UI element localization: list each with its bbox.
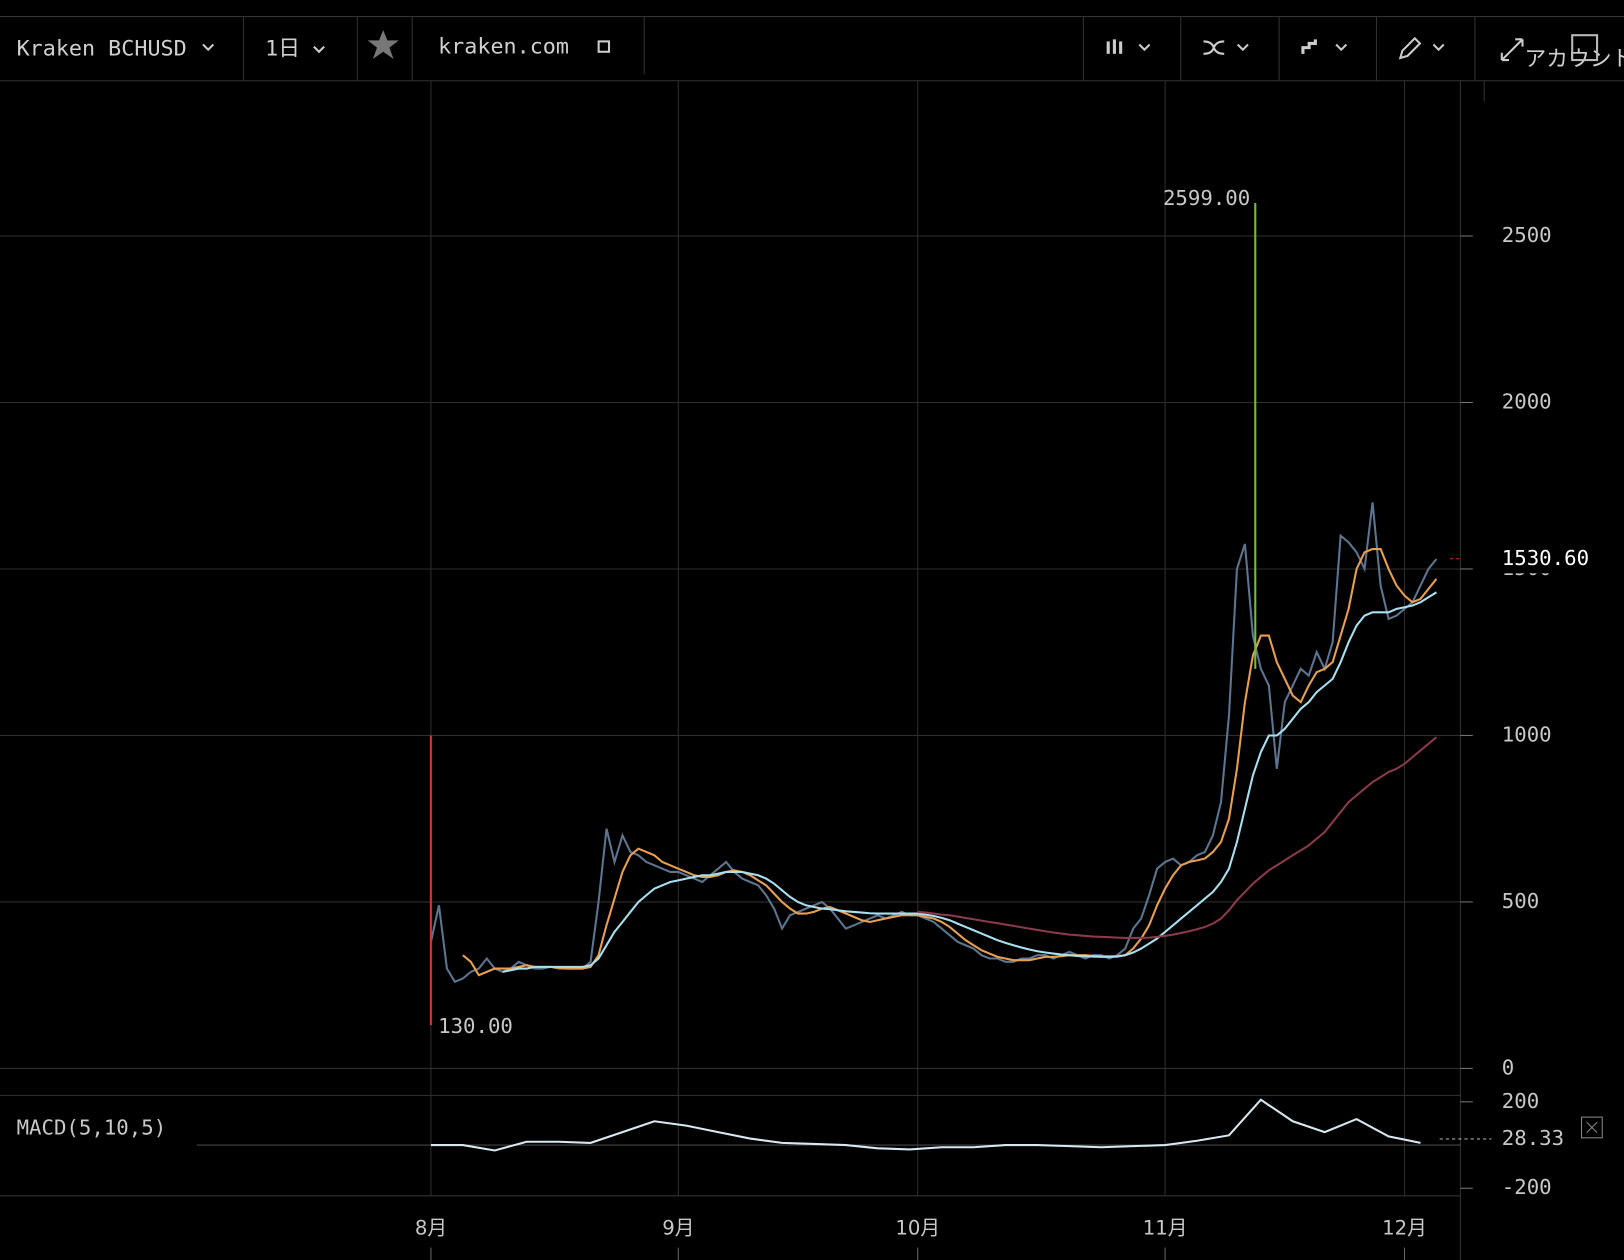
- interval[interactable]: 1日: [265, 37, 300, 62]
- draw-icon[interactable]: [1398, 36, 1422, 60]
- dropdown-icon[interactable]: [313, 45, 325, 54]
- last-value-label: 28.33: [1502, 1126, 1564, 1150]
- x-tick-label: 9月: [662, 1216, 694, 1239]
- dropdown-icon[interactable]: [1236, 43, 1249, 52]
- toolbar: Kraken BCHUSD 1日 kraken.com アカウント: [0, 16, 1624, 102]
- line-macd: [430, 1098, 1421, 1152]
- source[interactable]: kraken.com: [438, 35, 569, 60]
- close-indicator[interactable]: [1581, 1116, 1603, 1139]
- x-tick-label: 11月: [1143, 1216, 1188, 1239]
- favorite-icon[interactable]: [367, 30, 399, 60]
- line-ma-short: [462, 548, 1438, 977]
- y-tick-label: 2500: [1502, 223, 1552, 247]
- dropdown-icon[interactable]: [1335, 43, 1348, 52]
- line-ma-long: [917, 736, 1438, 939]
- symbol[interactable]: Kraken BCHUSD: [17, 37, 187, 62]
- last-price-label: 1530.60: [1502, 546, 1589, 570]
- x-tick-label: 8月: [415, 1216, 447, 1239]
- external-icon[interactable]: [597, 40, 611, 53]
- y-tick-label: 1000: [1502, 722, 1552, 746]
- line-close: [429, 502, 1438, 984]
- snapshot-icon[interactable]: [1571, 34, 1599, 62]
- indicator-icon[interactable]: [1203, 40, 1225, 55]
- high-label: 2599.00: [1163, 186, 1250, 210]
- chart-type-icon[interactable]: [1106, 39, 1123, 54]
- y-tick-label: 2000: [1502, 389, 1552, 413]
- last-price-bg: [1491, 544, 1606, 574]
- y-tick-label: 0: [1502, 1055, 1514, 1079]
- x-tick-label: 10月: [895, 1216, 940, 1239]
- x-tick-label: 12月: [1382, 1216, 1427, 1239]
- y-tick-label: 500: [1502, 889, 1539, 913]
- indicator-title: MACD(5,10,5): [17, 1116, 167, 1140]
- dropdown-icon[interactable]: [1432, 43, 1445, 52]
- line-ma-mid: [502, 591, 1437, 973]
- y-tick-label: -200: [1502, 1175, 1552, 1199]
- close-icon[interactable]: [1586, 1121, 1598, 1134]
- y-tick-label: 200: [1502, 1089, 1539, 1113]
- dropdown-icon[interactable]: [1138, 43, 1151, 52]
- low-label: 130.00: [438, 1014, 513, 1038]
- fullscreen-icon[interactable]: [1500, 38, 1524, 62]
- dropdown-icon[interactable]: [202, 43, 215, 52]
- compare-icon[interactable]: [1301, 39, 1317, 54]
